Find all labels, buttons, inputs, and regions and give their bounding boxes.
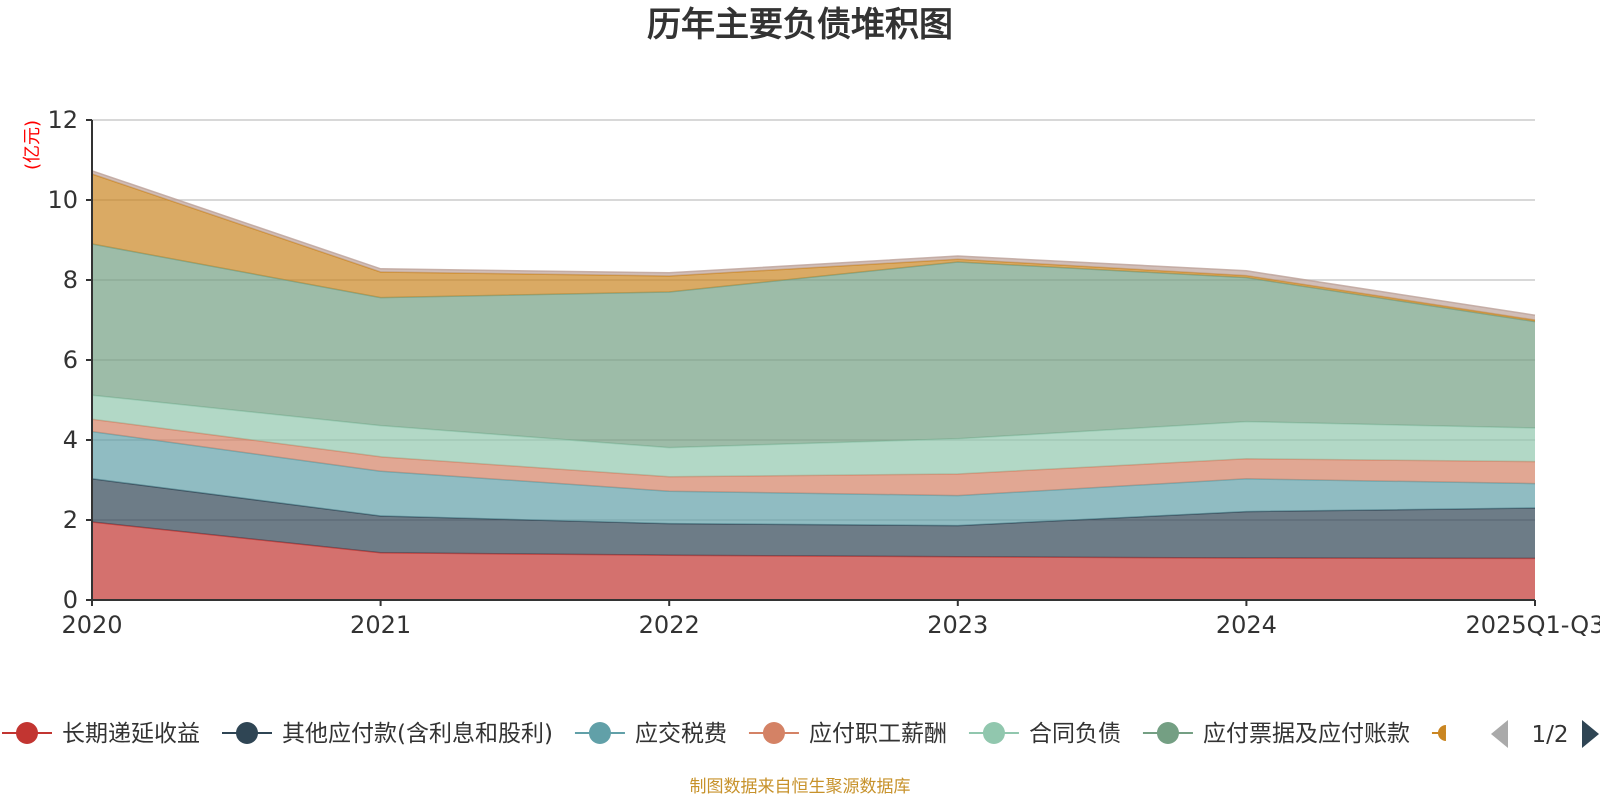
legend-next-page-icon[interactable] [1582,720,1599,748]
x-tick-label: 2023 [927,611,988,639]
legend-marker-icon [16,722,38,744]
area-line-8 [91,170,1536,316]
y-tick-label: 10 [47,186,78,214]
x-tick-label: 2024 [1216,611,1277,639]
x-tick-label: 2025Q1-Q3 [1466,611,1600,639]
y-tick-label: 6 [63,346,78,374]
legend-marker-icon [588,722,611,744]
x-tick-label: 2021 [350,611,411,639]
area-6 [92,244,1535,448]
area-5 [92,395,1535,477]
legend-marker-icon [1156,722,1179,744]
legend-item-4[interactable]: 应付职工薪酬 [748,721,947,747]
legend[interactable]: 长期递延收益 其他应付款(含利息和股利) 应交税费 应付职工薪酬 合同负债 应付票据及应付… [2,720,1599,748]
y-axis-unit-label: (亿元) [22,120,43,170]
legend-item-3[interactable]: 应交税费 [574,721,727,747]
legend-label: 合同负债 [1029,721,1121,747]
legend-marker-icon [236,722,258,744]
y-tick-label: 8 [63,266,78,294]
y-tick-label: 0 [63,586,78,614]
legend-label: 应交税费 [635,721,727,747]
area-2 [92,478,1535,559]
area-4 [92,419,1535,496]
area-1 [92,522,1535,600]
legend-item-2[interactable]: 其他应付款(含利息和股利) [222,721,553,747]
y-tick-label: 2 [63,506,78,534]
legend-marker-icon [762,722,785,744]
area-series [91,170,1536,600]
legend-marker-partial-icon [1437,725,1446,741]
area-7 [92,174,1535,322]
x-tick-label: 2020 [61,611,122,639]
data-source-footer: 制图数据来自恒生聚源数据库 [690,777,911,797]
legend-label: 应付职工薪酬 [809,721,947,747]
legend-label: 应付票据及应付账款 [1203,721,1410,747]
legend-label: 长期递延收益 [62,721,200,747]
legend-item-5[interactable]: 合同负债 [968,721,1121,747]
legend-marker-icon [982,722,1005,744]
legend-page-indicator: 1/2 [1531,722,1568,748]
chart-title: 历年主要负债堆积图 [647,5,953,45]
axes: 0 2 4 6 8 10 12 2020 2021 2022 2023 2024 2025Q1-Q3 [47,106,1600,639]
y-tick-label: 12 [47,106,78,134]
y-tick-label: 4 [63,426,78,454]
legend-item-1[interactable]: 长期递延收益 [2,721,200,747]
area-3 [92,431,1535,526]
legend-item-6[interactable]: 应付票据及应付账款 [1142,721,1410,747]
legend-prev-page-icon[interactable] [1491,720,1508,748]
legend-label: 其他应付款(含利息和股利) [282,721,553,747]
x-tick-label: 2022 [639,611,700,639]
